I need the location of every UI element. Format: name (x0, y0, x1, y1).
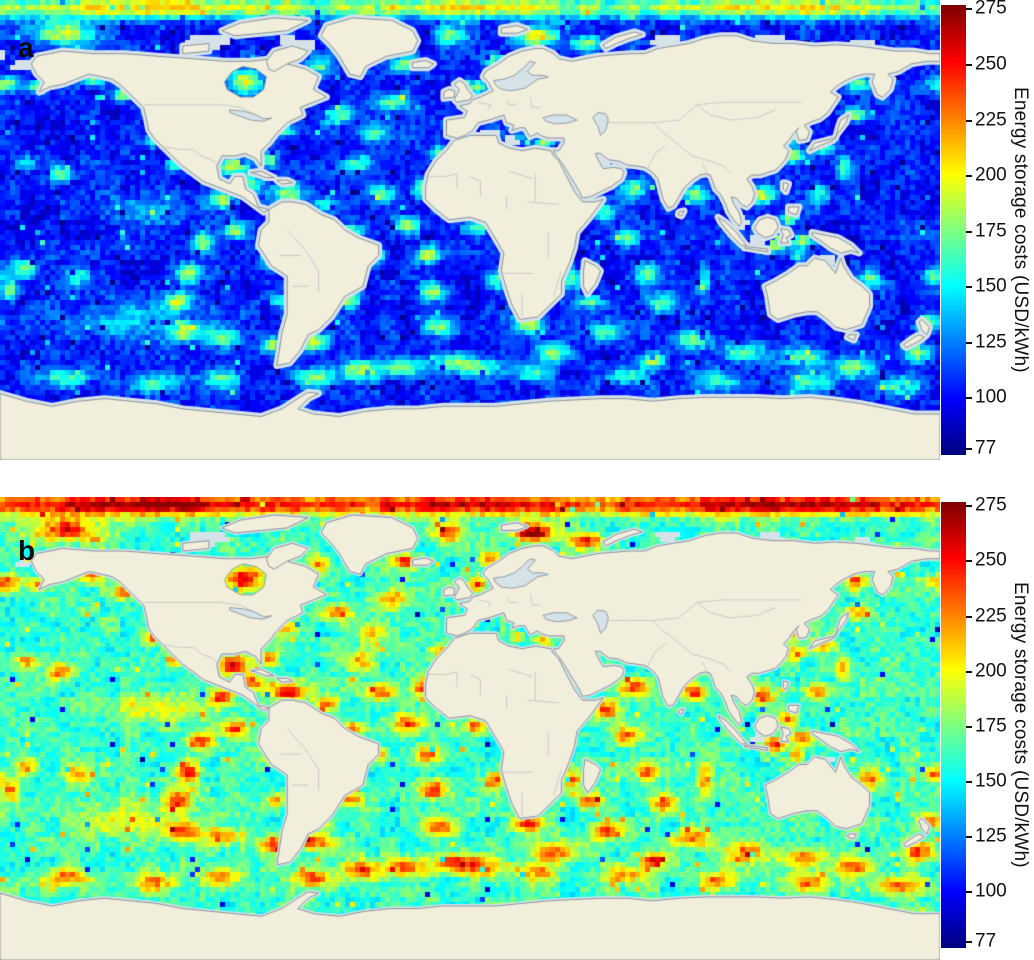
colorbar-tick-label: 125 (975, 331, 1007, 353)
colorbar-tick-label: 275 (975, 494, 1007, 516)
colorbar-tick (966, 560, 972, 563)
colorbar-tick (966, 725, 972, 728)
colorbar-tick (966, 397, 972, 400)
colorbar-a-title: Energy storage costs (USD/kWh) (1010, 87, 1031, 373)
colorbar-tick-label: 175 (975, 715, 1007, 737)
colorbar-tick-label: 77 (975, 437, 997, 459)
panel-a: a 275 250 225 200 175 150 125 100 77 Energy stor… (0, 0, 1034, 460)
world-cost-heatmap-b (0, 497, 940, 960)
colorbar-tick (966, 286, 972, 289)
colorbar-a-ticks: 275 250 225 200 175 150 125 100 77 (966, 0, 1034, 459)
colorbar-tick-label: 200 (975, 164, 1007, 186)
colorbar-tick (966, 835, 972, 838)
panel-a-label: a (18, 32, 34, 63)
colorbar-tick (966, 64, 972, 66)
colorbar-tick-label: 200 (975, 660, 1007, 682)
colorbar-tick (966, 175, 972, 178)
colorbar-tick (966, 119, 972, 122)
colorbar-tick-label: 100 (975, 880, 1007, 902)
colorbar-tick-label: 225 (975, 605, 1007, 627)
colorbar-tick (966, 615, 972, 618)
panel-b-label: b (18, 535, 36, 566)
world-cost-heatmap-a (0, 0, 940, 460)
colorbar-b (941, 502, 966, 948)
colorbar-tick-label: 150 (975, 770, 1007, 792)
colorbar-tick-label: 125 (975, 825, 1007, 847)
colorbar-tick-label: 250 (975, 550, 1007, 572)
colorbar-b-title: Energy storage costs (USD/kWh) (1010, 582, 1031, 868)
colorbar-tick (966, 505, 972, 508)
colorbar-a (941, 5, 966, 455)
colorbar-tick-label: 175 (975, 220, 1007, 242)
colorbar-tick-label: 77 (975, 931, 997, 953)
colorbar-tick (966, 8, 972, 11)
colorbar-tick-label: 250 (975, 53, 1007, 75)
colorbar-tick (966, 780, 972, 783)
colorbar-tick-label: 225 (975, 109, 1007, 131)
colorbar-tick-label: 150 (975, 275, 1007, 297)
colorbar-tick (966, 941, 972, 944)
colorbar-tick (966, 448, 972, 451)
colorbar-b-ticks: 275 250 225 200 175 150 125 100 77 (966, 495, 1034, 952)
colorbar-tick (966, 230, 972, 233)
panel-b: b 275 250 225 200 175 150 125 100 77 Energy stor… (0, 495, 1034, 960)
colorbar-tick (966, 890, 972, 893)
colorbar-tick (966, 341, 972, 344)
colorbar-tick-label: 275 (975, 0, 1007, 19)
colorbar-tick-label: 100 (975, 386, 1007, 408)
colorbar-tick (966, 670, 972, 673)
